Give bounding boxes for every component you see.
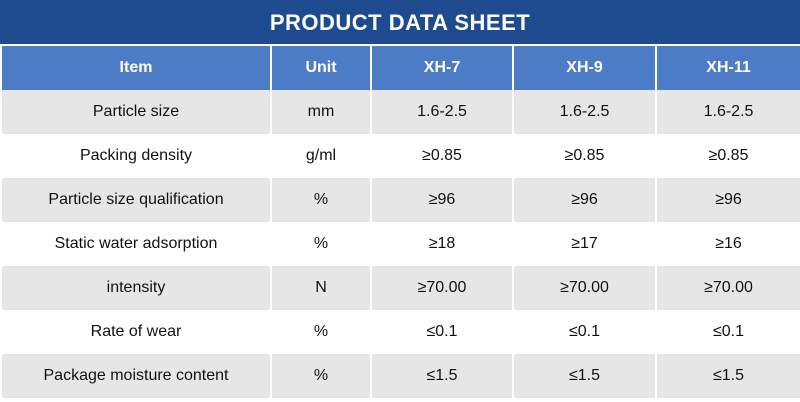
table-row: Package moisture content% ≤1.5 ≤1.5 ≤1.5 xyxy=(0,354,800,398)
table-cell: Particle size xyxy=(0,90,272,134)
table-cell: ≥70.00 xyxy=(370,266,514,310)
table-cell: ≥18 xyxy=(370,222,514,266)
table-cell: ≥70.00 xyxy=(512,266,657,310)
table-cell: ≥70.00 xyxy=(655,266,800,310)
table-cell: ≤1.5 xyxy=(512,354,657,398)
table-cell: ≥96 xyxy=(370,178,514,222)
column-header: XH-11 xyxy=(655,46,800,90)
column-header: Item xyxy=(0,46,272,90)
table-row: intensity N ≥70.00 ≥70.00 ≥70.00 xyxy=(0,266,800,310)
table-cell: Packing density xyxy=(0,134,272,178)
table-cell: ≥96 xyxy=(655,178,800,222)
table-cell: Rate of wear xyxy=(0,310,272,354)
table-row: Particle size qualification% ≥96 ≥96 ≥96 xyxy=(0,178,800,222)
table-cell: % xyxy=(270,310,372,354)
table-cell: 1.6-2.5 xyxy=(512,90,657,134)
table-body: Particle size mm 1.6-2.5 1.6-2.5 1.6-2.5 Pack… xyxy=(0,90,800,398)
data-table: Item Unit XH-7 XH-9 XH-11 Particle size mm 1.6… xyxy=(0,46,800,398)
table-cell: ≥16 xyxy=(655,222,800,266)
header-row: Item Unit XH-7 XH-9 XH-11 xyxy=(0,46,800,90)
table-cell: N xyxy=(270,266,372,310)
column-header: XH-7 xyxy=(370,46,514,90)
table-cell: % xyxy=(270,222,372,266)
table-cell: Package moisture content xyxy=(0,354,272,398)
table-cell: ≤0.1 xyxy=(512,310,657,354)
table-cell: intensity xyxy=(0,266,272,310)
table-cell: ≥96 xyxy=(512,178,657,222)
table-cell: Static water adsorption xyxy=(0,222,272,266)
table-cell: Particle size qualification xyxy=(0,178,272,222)
table-cell: ≤1.5 xyxy=(370,354,514,398)
table-cell: % xyxy=(270,178,372,222)
table-cell: ≤1.5 xyxy=(655,354,800,398)
table-cell: ≥0.85 xyxy=(512,134,657,178)
table-cell: g/ml xyxy=(270,134,372,178)
table-cell: ≥0.85 xyxy=(655,134,800,178)
table-cell: ≤0.1 xyxy=(370,310,514,354)
table-cell: ≥17 xyxy=(512,222,657,266)
table-row: Particle size mm 1.6-2.5 1.6-2.5 1.6-2.5 xyxy=(0,90,800,134)
column-header: XH-9 xyxy=(512,46,657,90)
column-header: Unit xyxy=(270,46,372,90)
table-cell: ≥0.85 xyxy=(370,134,514,178)
table-cell: % xyxy=(270,354,372,398)
table-cell: 1.6-2.5 xyxy=(370,90,514,134)
table-row: Rate of wear% ≤0.1 ≤0.1 ≤0.1 xyxy=(0,310,800,354)
table-cell: ≤0.1 xyxy=(655,310,800,354)
table-cell: mm xyxy=(270,90,372,134)
sheet-title: PRODUCT DATA SHEET xyxy=(0,0,800,46)
table-row: Packing density g/ml ≥0.85 ≥0.85 ≥0.85 xyxy=(0,134,800,178)
table-cell: 1.6-2.5 xyxy=(655,90,800,134)
table-row: Static water adsorption% ≥18 ≥17 ≥16 xyxy=(0,222,800,266)
